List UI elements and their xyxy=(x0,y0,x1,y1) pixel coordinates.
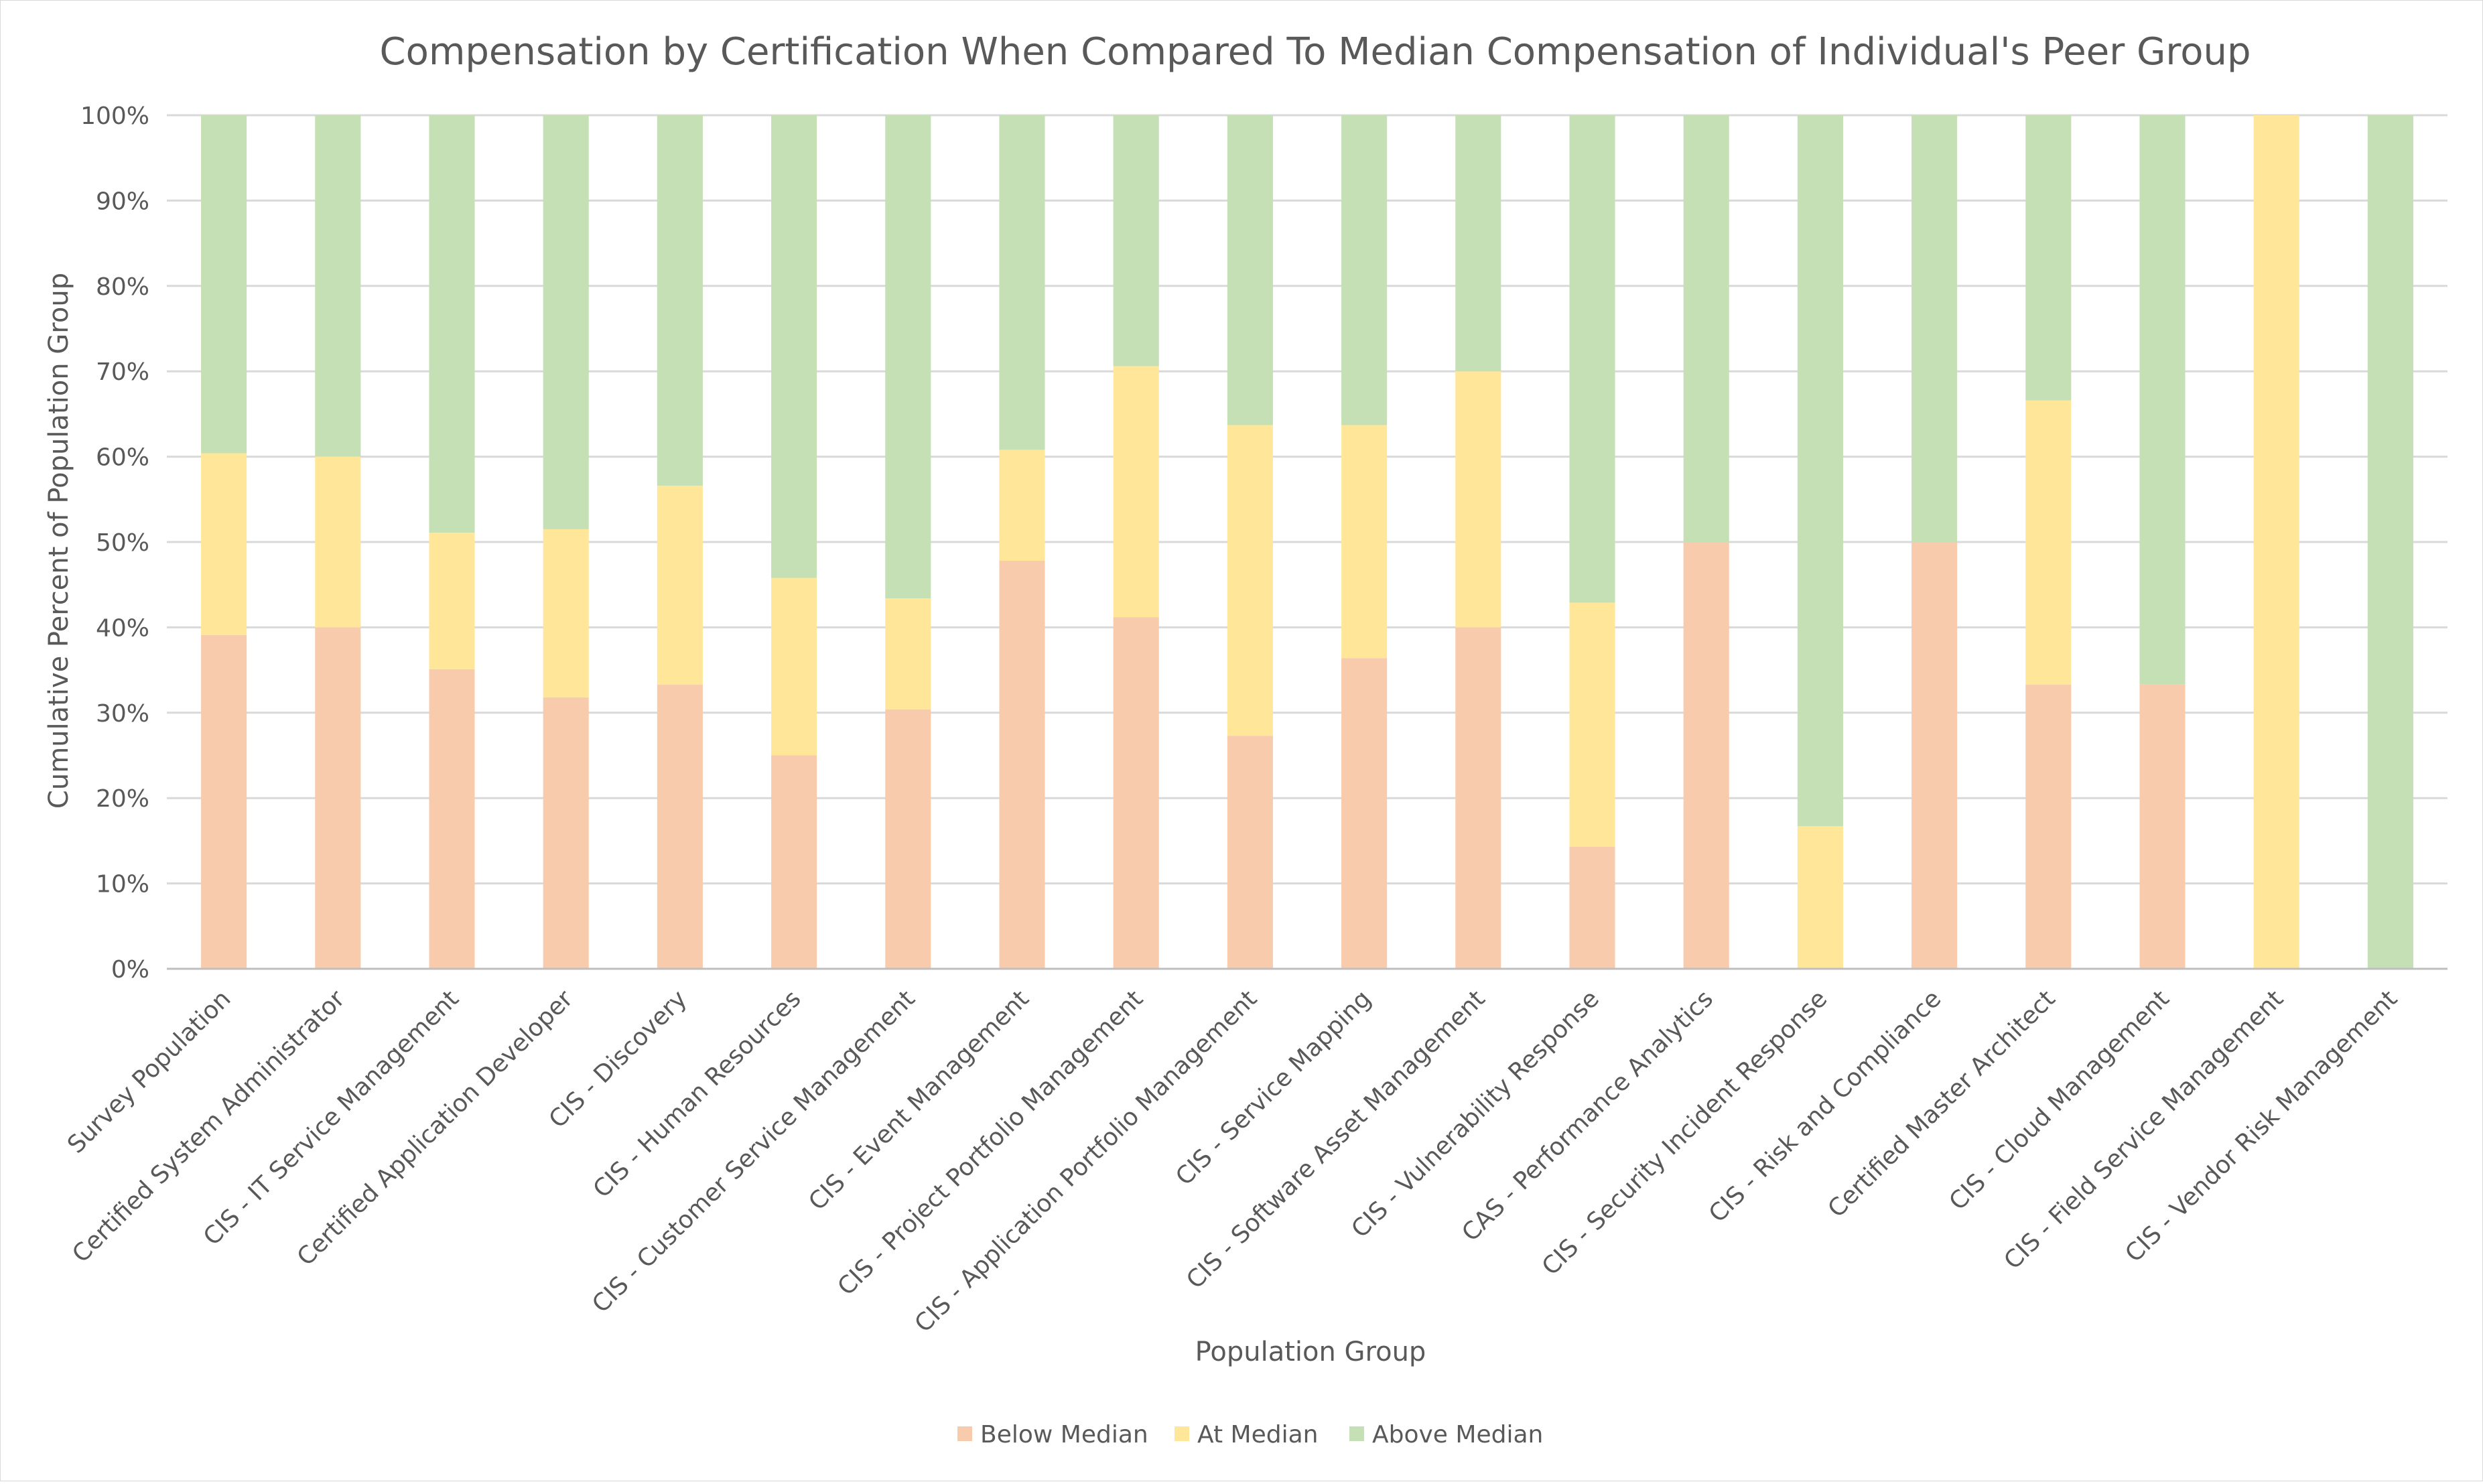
bar-segment xyxy=(771,115,817,578)
bar-segment xyxy=(1227,115,1273,425)
x-tick-label: CAS - Performance Analytics xyxy=(1457,985,1719,1247)
bar-segment xyxy=(1455,371,1501,628)
legend-swatch xyxy=(1175,1426,1189,1441)
bar-segment xyxy=(2025,115,2072,401)
bar-segment xyxy=(1113,617,1159,969)
bar-segment xyxy=(2139,684,2186,969)
bar-segment xyxy=(201,634,247,969)
x-tick-label: CIS - Event Management xyxy=(803,985,1034,1216)
bar-segment xyxy=(1113,366,1159,618)
x-tick-label: CIS - Risk and Compliance xyxy=(1704,985,1946,1227)
bar-segment xyxy=(1797,826,1843,969)
bar-segment xyxy=(1683,542,1729,969)
bar-segment xyxy=(1227,425,1273,736)
y-tick-label: 40% xyxy=(96,614,149,642)
bar-segment xyxy=(999,561,1045,969)
bar-segment xyxy=(1455,627,1501,969)
y-tick-label: 0% xyxy=(111,956,149,984)
x-tick-label: Certified Master Architect xyxy=(1823,985,2061,1223)
bar-segment xyxy=(315,456,361,628)
bar-segment xyxy=(771,578,817,756)
bar-segment xyxy=(1569,115,1615,603)
bar-segment xyxy=(2253,115,2299,969)
bar-segment xyxy=(885,598,931,710)
legend-label: At Median xyxy=(1197,1421,1319,1448)
bar-segment xyxy=(2367,115,2413,969)
y-tick-label: 100% xyxy=(80,103,149,130)
bar-segment xyxy=(201,115,247,454)
legend-label: Below Median xyxy=(980,1421,1148,1448)
legend: Below Median At Median Above Median xyxy=(957,1421,1543,1448)
bar-segment xyxy=(1911,115,1958,542)
bar-segment xyxy=(315,627,361,969)
x-axis-title: Population Group xyxy=(1195,1337,1426,1367)
bar-segment xyxy=(999,115,1045,450)
bar-segment xyxy=(657,485,703,685)
y-tick-label: 70% xyxy=(96,358,149,386)
bar-segment xyxy=(1569,602,1615,847)
legend-swatch xyxy=(957,1426,972,1441)
bar-segment xyxy=(885,709,931,969)
legend-label: Above Median xyxy=(1372,1421,1543,1448)
bar-segment xyxy=(429,115,475,533)
bars xyxy=(201,115,2413,969)
bar-segment xyxy=(1341,425,1388,659)
x-tick-label: CIS - Service Mapping xyxy=(1170,985,1376,1191)
bar-segment xyxy=(2025,684,2072,969)
y-axis-title: Cumulative Percent of Population Group xyxy=(44,273,74,809)
bar-segment xyxy=(1683,115,1729,542)
bar-segment xyxy=(543,529,589,697)
y-tick-label: 30% xyxy=(96,700,149,728)
bar-segment xyxy=(429,669,475,969)
y-tick-label: 90% xyxy=(96,188,149,215)
bar-segment xyxy=(1455,115,1501,372)
bar-segment xyxy=(657,684,703,969)
chart-title: Compensation by Certification When Compa… xyxy=(379,30,2251,74)
bar-segment xyxy=(2139,115,2186,685)
x-tick-label: CIS - IT Service Management xyxy=(198,985,464,1251)
bar-segment xyxy=(429,532,475,669)
bar-segment xyxy=(885,115,931,599)
y-tick-label: 50% xyxy=(96,529,149,557)
bar-segment xyxy=(1797,115,1843,827)
gridlines xyxy=(167,114,2447,885)
y-tick-label: 80% xyxy=(96,273,149,301)
y-axis-tick-labels: 0% 10% 20% 30% 40% 50% 60% 70% 80% 90% 100% xyxy=(80,103,149,984)
x-tick-label: CIS - Vulnerability Response xyxy=(1347,985,1605,1243)
bar-segment xyxy=(999,450,1045,561)
bar-segment xyxy=(771,755,817,969)
bar-segment xyxy=(1227,736,1273,969)
y-tick-label: 20% xyxy=(96,785,149,813)
bar-segment xyxy=(1113,115,1159,366)
bar-segment xyxy=(543,115,589,529)
bar-segment xyxy=(2025,400,2072,685)
bar-segment xyxy=(657,115,703,486)
bar-segment xyxy=(1911,542,1958,969)
bar-segment xyxy=(1341,115,1388,425)
x-tick-label: CIS - Cloud Management xyxy=(1944,985,2175,1215)
legend-swatch xyxy=(1349,1426,1364,1441)
x-tick-label: CIS - Human Resources xyxy=(588,985,807,1203)
bar-segment xyxy=(315,115,361,457)
y-tick-label: 10% xyxy=(96,871,149,898)
bar-segment xyxy=(1569,846,1615,969)
bar-segment xyxy=(543,697,589,969)
bar-segment xyxy=(1341,658,1388,969)
bar-segment xyxy=(201,453,247,635)
y-tick-label: 60% xyxy=(96,444,149,472)
